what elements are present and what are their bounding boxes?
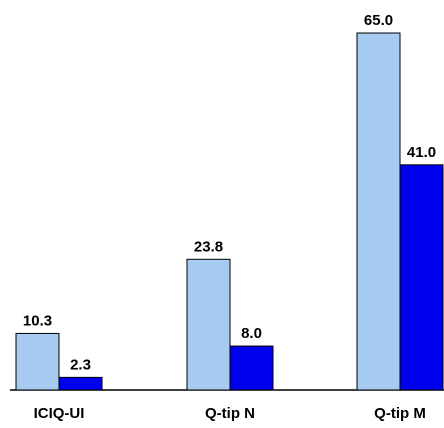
category-labels-layer: ICIQ-UI Q-tip N Q-tip M: [34, 405, 426, 422]
value-label-series1-iciq-ui: 10.3: [23, 312, 52, 329]
bar-series2-q-tip-m: [399, 164, 444, 391]
bar-series2-iciq-ui: [58, 376, 103, 391]
bars-layer: [15, 32, 444, 391]
bar-series2-q-tip-n: [229, 345, 274, 391]
value-label-series2-q-tip-n: 8.0: [241, 325, 262, 342]
value-label-series2-iciq-ui: 2.3: [70, 356, 91, 373]
bar-series1-q-tip-m: [356, 32, 401, 391]
category-label-q-tip-n: Q-tip N: [205, 405, 255, 422]
category-label-iciq-ui: ICIQ-UI: [34, 405, 85, 422]
value-label-series1-q-tip-m: 65.0: [364, 12, 393, 29]
value-labels-layer: 10.3 2.3 23.8 8.0 65.0 41.0: [23, 12, 436, 373]
bar-series1-iciq-ui: [15, 332, 60, 391]
bar-series1-q-tip-n: [186, 258, 231, 391]
value-label-series2-q-tip-m: 41.0: [407, 144, 436, 161]
value-label-series1-q-tip-n: 23.8: [194, 238, 223, 255]
category-label-q-tip-m: Q-tip M: [374, 405, 426, 422]
